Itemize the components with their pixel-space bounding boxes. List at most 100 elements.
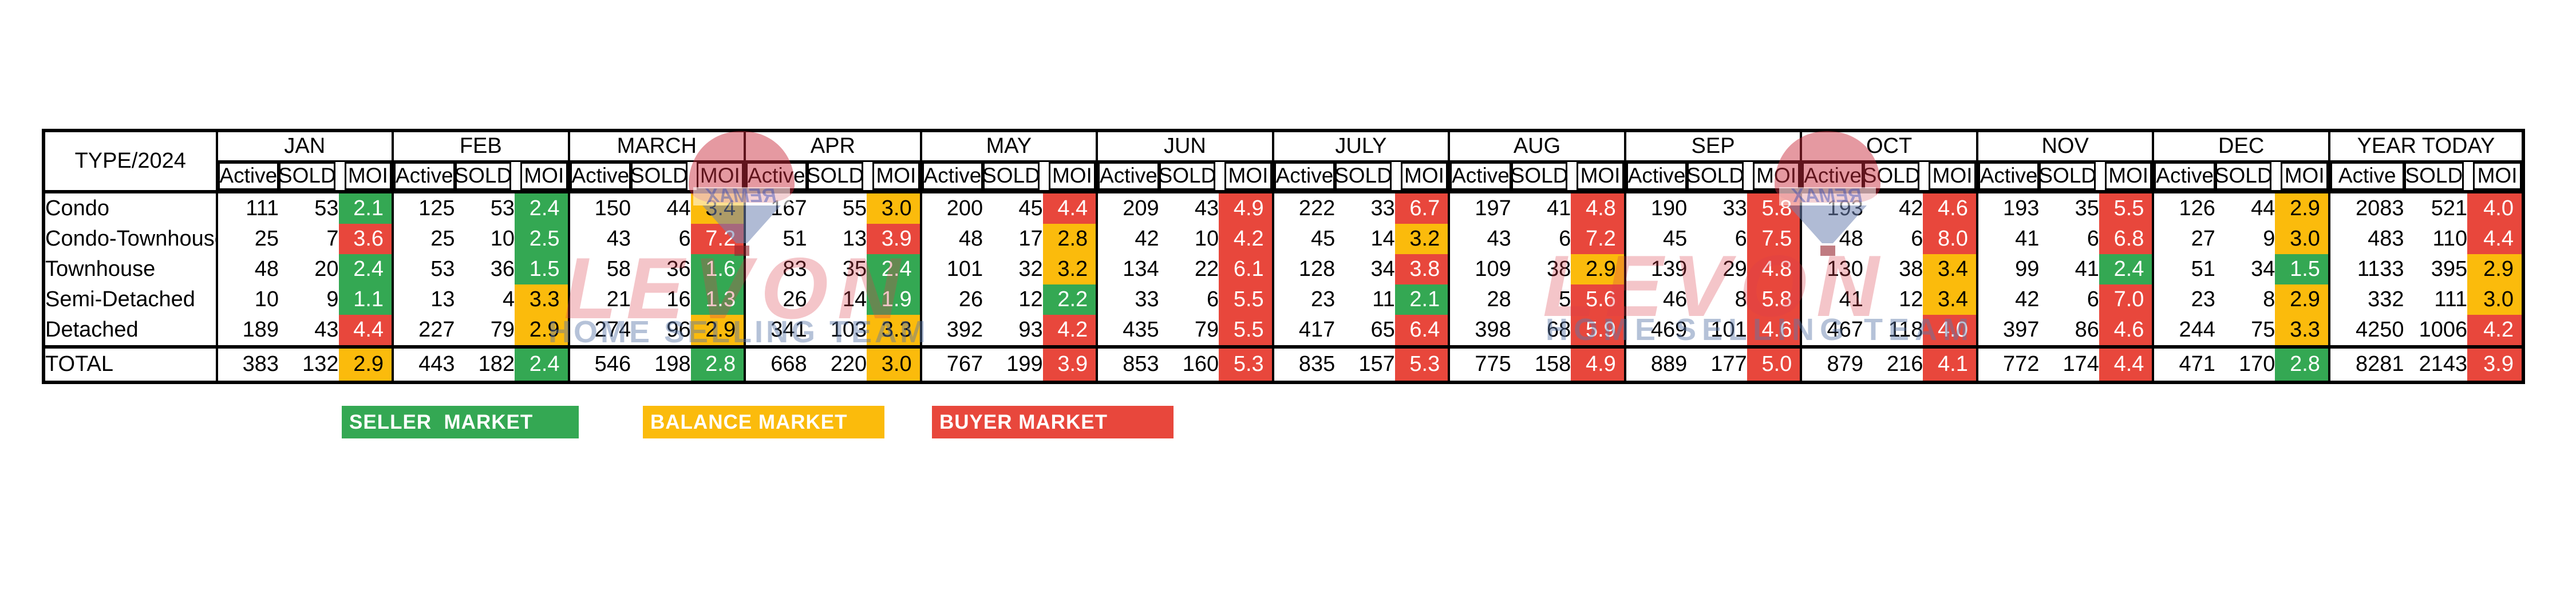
sold-cell: 75 <box>2251 317 2275 342</box>
moi-value: 2.5 <box>515 223 568 254</box>
moi-total-cell: 2.8 <box>690 345 745 382</box>
moi-value: 1.6 <box>690 254 744 284</box>
sold-total-cell: 182 <box>455 345 515 382</box>
sold-cell: 6 <box>1911 226 1923 251</box>
row-label: Detached <box>44 314 218 347</box>
table-row: Condo 111 53 2.1 125 53 2.4 150 44 3.4 167 55 3.0 200… <box>44 191 2523 224</box>
moi-value: 4.6 <box>1747 314 1800 345</box>
month-header: MAY <box>919 131 1097 162</box>
month-header: MARCH <box>567 131 745 162</box>
moi-value: 5.0 <box>1747 350 1800 381</box>
moi-value: 4.6 <box>2099 314 2152 345</box>
moi-cell: 7.0 <box>2099 284 2153 315</box>
moi-value: 2.4 <box>338 254 392 284</box>
sold-cell: 13 <box>842 226 867 251</box>
col-header-sold: SOLD <box>1863 161 1920 188</box>
moi-total-cell: 5.3 <box>1394 345 1449 382</box>
moi-cell: 4.6 <box>2099 314 2153 347</box>
active-cell: 139 <box>1623 254 1688 284</box>
active-cell: 53 <box>392 254 455 284</box>
total-row: TOTAL 383 132 2.9 443 182 2.4 546 198 2.8 668 220 3.… <box>44 345 2523 382</box>
moi-cell: 4.4 <box>2467 223 2523 254</box>
moi-value: 3.0 <box>2467 284 2522 315</box>
moi-cell: 3.3 <box>2275 314 2329 347</box>
active-cell: 274 <box>567 314 631 347</box>
active-total-cell: 8281 <box>2328 345 2404 382</box>
moi-value: 5.8 <box>1747 284 1800 315</box>
sold-cell: 6 <box>2087 226 2099 251</box>
moi-value: 2.4 <box>867 254 920 284</box>
active-cell: 46 <box>1623 284 1688 315</box>
active-cell: 469 <box>1623 314 1688 347</box>
moi-cell: 6.1 <box>1219 254 1273 284</box>
moi-value: 4.6 <box>1923 193 1976 224</box>
moi-value: 5.5 <box>2099 193 2152 224</box>
active-cell: 21 <box>567 284 631 315</box>
active-cell: 33 <box>1096 284 1159 315</box>
table-row: Townhouse 48 20 2.4 53 36 1.5 58 36 1.6 83 35 2.4 101… <box>44 254 2523 284</box>
sold-cell: 16 <box>666 287 691 311</box>
sold-cell: 7 <box>326 226 339 251</box>
legend-balance-market: BALANCE MARKET <box>643 406 884 438</box>
moi-value: 3.9 <box>2467 350 2522 381</box>
active-cell: 126 <box>2152 191 2215 224</box>
col-header-sold: SOLD <box>1687 161 1744 188</box>
moi-value: 2.8 <box>1042 223 1096 254</box>
col-header-active: Active <box>395 161 455 188</box>
active-cell: 190 <box>1623 191 1688 224</box>
active-cell: 23 <box>1271 284 1336 315</box>
active-cell: 25 <box>392 223 455 254</box>
moi-value: 6.1 <box>1219 254 1272 284</box>
active-cell: 43 <box>567 223 631 254</box>
moi-value: 4.4 <box>2099 350 2152 381</box>
moi-value: 7.5 <box>1747 223 1800 254</box>
sold-cell: 521 <box>2431 196 2468 220</box>
sold-cell: 79 <box>490 317 515 342</box>
moi-cell: 7.5 <box>1747 223 1801 254</box>
table-row: Detached 189 43 4.4 227 79 2.9 274 96 2.9 341 103 3.… <box>44 314 2523 347</box>
col-header-moi: MOI <box>872 161 920 188</box>
col-header-moi: MOI <box>1577 161 1624 188</box>
sold-total-cell: 2143 <box>2404 345 2468 382</box>
moi-value: 3.3 <box>2275 314 2328 345</box>
moi-cell: 4.9 <box>1219 192 1273 224</box>
sold-cell: 38 <box>1547 256 1571 281</box>
total-label: TOTAL <box>44 345 218 382</box>
moi-cell: 2.2 <box>1042 284 1097 315</box>
moi-value: 4.8 <box>1747 254 1800 284</box>
moi-cell: 3.3 <box>515 284 568 315</box>
moi-value: 3.4 <box>1923 254 1976 284</box>
sold-cell: 6 <box>678 226 691 251</box>
moi-value: 3.8 <box>1394 254 1448 284</box>
moi-cell: 1.1 <box>338 284 393 315</box>
moi-value: 2.4 <box>515 193 568 224</box>
sold-total-cell: 199 <box>983 345 1043 382</box>
active-cell: 28 <box>1448 284 1511 315</box>
active-cell: 111 <box>215 191 279 224</box>
moi-total-cell: 3.9 <box>1042 345 1097 382</box>
corner-header: TYPE/2024 <box>44 131 218 193</box>
moi-value: 5.8 <box>1747 193 1800 224</box>
moi-value: 8.0 <box>1923 223 1976 254</box>
moi-cell: 3.8 <box>1394 254 1449 284</box>
active-cell: 392 <box>919 314 983 347</box>
sold-cell: 44 <box>2251 196 2275 220</box>
active-cell: 200 <box>919 191 983 224</box>
moi-value: 6.7 <box>1394 193 1448 224</box>
moi-cell: 5.8 <box>1747 284 1801 315</box>
month-header: DEC <box>2152 131 2329 162</box>
col-header-sold: SOLD <box>2039 161 2096 188</box>
moi-cell: 4.0 <box>2467 192 2523 224</box>
moi-cell: 2.5 <box>515 223 568 254</box>
active-cell: 1133 <box>2328 254 2404 284</box>
moi-value: 3.9 <box>867 223 920 254</box>
sold-cell: 9 <box>326 287 339 311</box>
active-cell: 43 <box>1448 223 1511 254</box>
sold-cell: 53 <box>490 196 515 220</box>
active-cell: 167 <box>744 191 807 224</box>
active-total-cell: 443 <box>392 345 455 382</box>
sold-total-cell: 174 <box>2039 345 2099 382</box>
col-header-sold: SOLD <box>631 161 688 188</box>
moi-value: 5.5 <box>1219 314 1272 345</box>
active-cell: 41 <box>1976 223 2040 254</box>
